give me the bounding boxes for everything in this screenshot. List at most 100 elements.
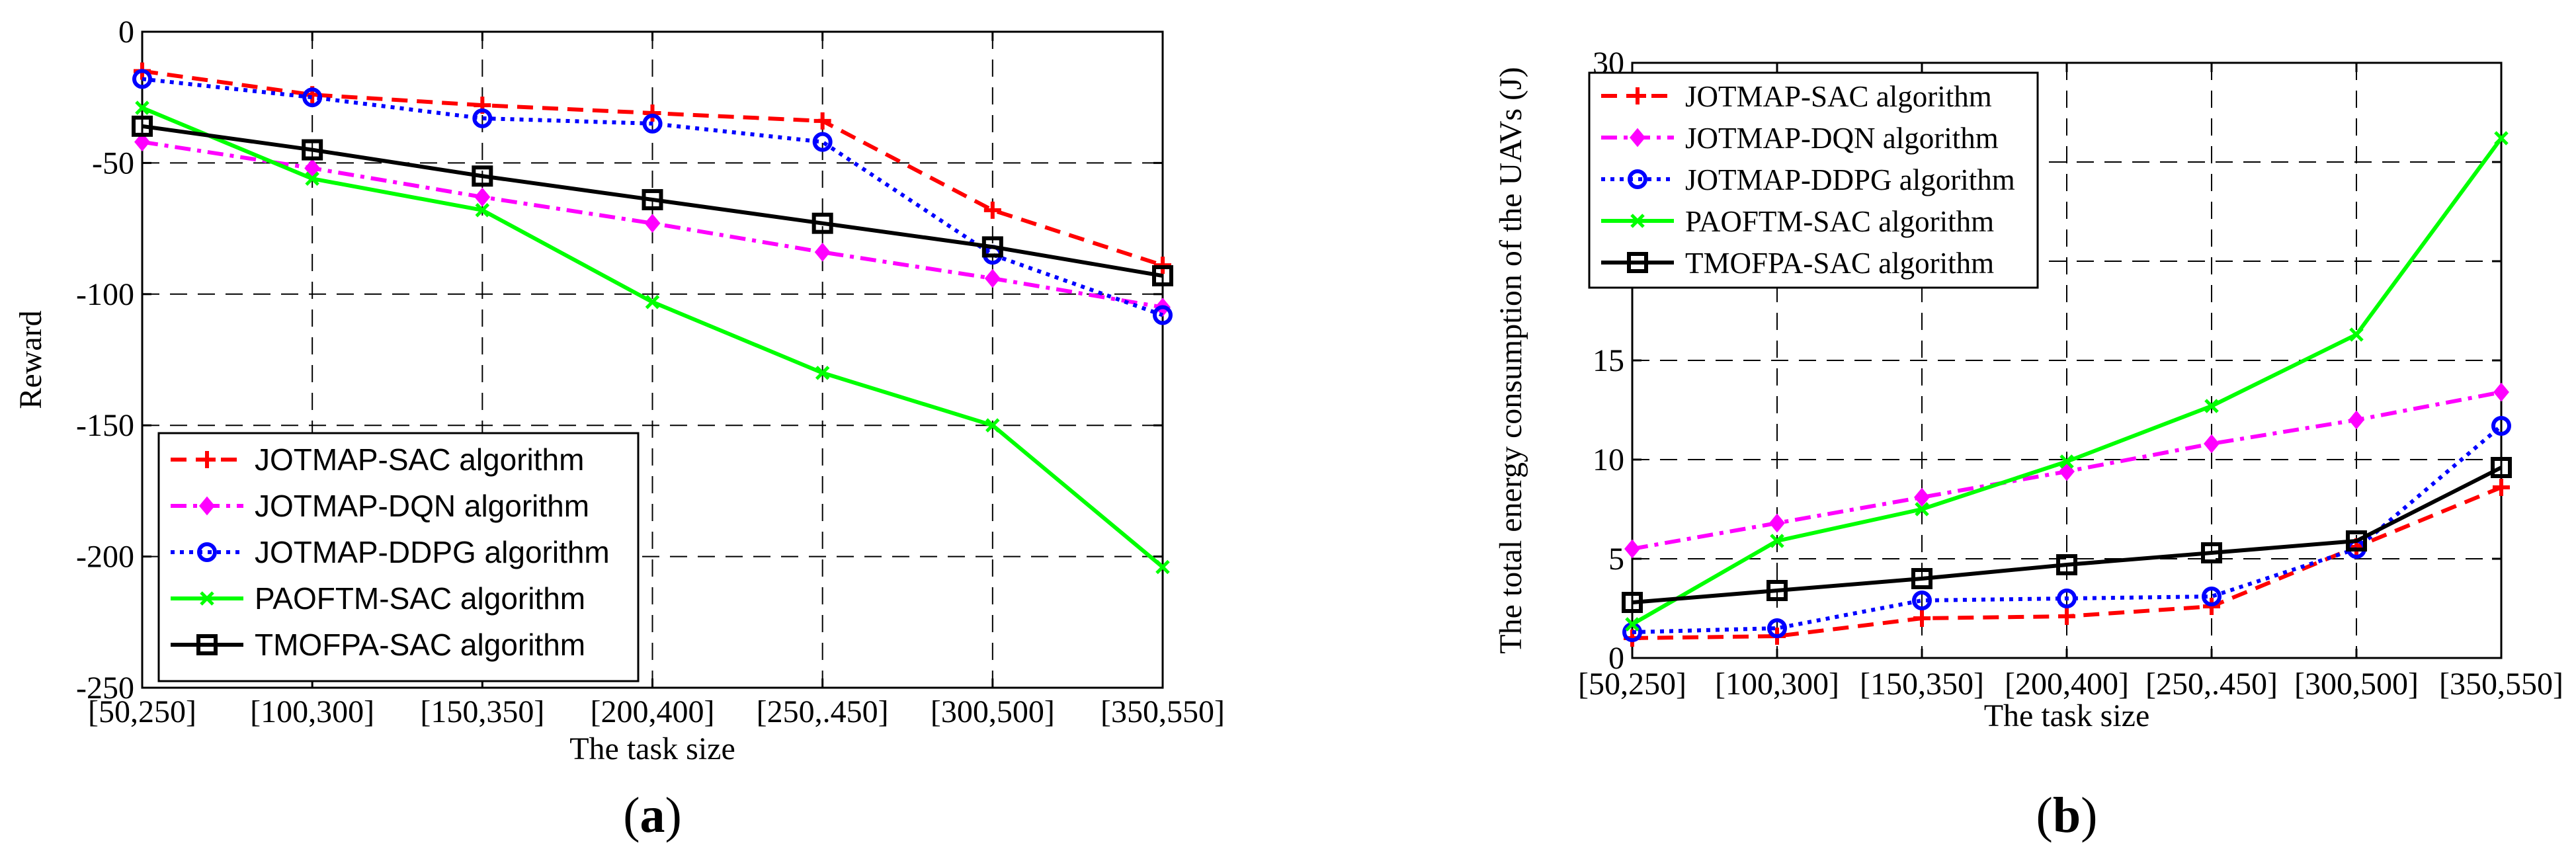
series-jotmap-dqn-algorithm	[1624, 382, 2509, 559]
series-tmofpa-sac-algorithm	[132, 115, 1173, 287]
panel-label: (b)	[2036, 788, 2098, 843]
data-point	[2493, 382, 2509, 402]
data-point	[2056, 554, 2077, 575]
legend-item: TMOFPA-SAC algorithm	[171, 628, 585, 662]
data-point	[475, 203, 490, 218]
legend-label: PAOFTM-SAC algorithm	[1685, 205, 1994, 238]
chart-panel-a: 0 -50 -100 -150 -200 -250[50,250] [100,300] [15…	[13, 15, 1225, 843]
data-point	[304, 158, 321, 178]
data-point	[2201, 542, 2222, 563]
x-tick-label: [50,250]	[88, 694, 196, 729]
legend-item: JOTMAP-SAC algorithm	[1601, 80, 1992, 113]
legend-label: JOTMAP-SAC algorithm	[1685, 80, 1992, 113]
panel-label-letter: b	[2053, 788, 2081, 843]
panel-label-open: (	[623, 788, 640, 843]
chart-panel-b: 051015202530[50,250][100,300][150,350][2…	[1493, 46, 2563, 843]
data-point	[1766, 580, 1788, 601]
data-point	[2493, 479, 2510, 496]
x-tick-label: [200,400]	[2005, 667, 2129, 702]
y-tick-label: 5	[1608, 542, 1624, 577]
legend-box	[1588, 71, 2039, 289]
series-paoftm-sac-algorithm	[135, 101, 1170, 575]
data-point	[1622, 592, 1643, 613]
data-point	[1152, 265, 1173, 287]
data-point	[2059, 462, 2075, 481]
x-tick-label: [200,400]	[591, 694, 715, 729]
legend: JOTMAP-SAC algorithm JOTMAP-DQN algorithm…	[1588, 71, 2039, 289]
legend-marker	[197, 542, 217, 562]
data-point	[2491, 416, 2511, 436]
x-tick-label: [300,500]	[2294, 667, 2419, 702]
legend-label: JOTMAP-SAC algorithm	[255, 442, 584, 477]
data-point	[2348, 410, 2364, 430]
data-point	[644, 104, 661, 122]
legend-label: JOTMAP-DDPG algorithm	[255, 535, 610, 569]
y-tick-label: 0	[118, 15, 134, 50]
x-axis-title: The task size	[569, 731, 735, 766]
series-jotmap-ddpg-algorithm	[132, 69, 1173, 325]
legend-item: TMOFPA-SAC algorithm	[1601, 247, 1994, 280]
data-point	[132, 69, 152, 89]
y-tick-label: -50	[92, 145, 134, 181]
data-point	[812, 132, 833, 152]
data-point	[472, 165, 493, 187]
legend-marker	[196, 634, 218, 655]
data-point	[1624, 539, 1640, 559]
data-point	[2491, 457, 2512, 478]
x-tick-label: [350,550]	[1101, 694, 1225, 729]
legend-marker	[1630, 128, 1645, 147]
data-point	[645, 294, 660, 309]
data-point	[135, 101, 149, 115]
y-axis-title: The total energy consumption of the UAVs…	[1493, 67, 1528, 653]
legend-label: TMOFPA-SAC algorithm	[1685, 247, 1994, 280]
panel-label-open: (	[2036, 788, 2053, 843]
legend-item: PAOFTM-SAC algorithm	[171, 581, 585, 616]
data-point	[472, 108, 493, 128]
legend-item: JOTMAP-SAC algorithm	[171, 442, 584, 477]
x-tick-label: [300,500]	[931, 694, 1055, 729]
legend-marker	[1628, 169, 1647, 189]
data-point	[1915, 502, 1929, 516]
data-point	[642, 188, 663, 210]
legend-item: JOTMAP-DDPG algorithm	[171, 535, 610, 569]
legend-box	[157, 432, 640, 682]
legend-item: PAOFTM-SAC algorithm	[1601, 205, 1994, 238]
y-tick-label: 15	[1593, 343, 1624, 378]
data-point	[1911, 568, 1932, 589]
legend-marker	[198, 451, 216, 468]
data-point	[2204, 434, 2220, 454]
y-tick-label: 0	[1608, 641, 1624, 676]
data-point	[302, 87, 323, 108]
y-tick-label: 10	[1593, 442, 1624, 477]
legend-marker	[1627, 252, 1648, 273]
data-point	[1767, 618, 1787, 638]
data-point	[2057, 589, 2077, 608]
x-tick-label: [100,300]	[250, 694, 374, 729]
series-line	[142, 77, 1164, 317]
x-tick-label: [250,.450]	[2145, 667, 2278, 702]
series-line	[142, 124, 1163, 278]
series-line	[1632, 466, 2503, 604]
x-tick-label: [50,250]	[1578, 667, 1686, 702]
y-tick-label: -250	[76, 671, 134, 706]
data-point	[642, 113, 663, 134]
y-tick-label: -150	[76, 408, 134, 443]
legend-marker	[200, 591, 214, 606]
legend-marker	[199, 496, 215, 516]
x-tick-label: [150,350]	[1860, 667, 1984, 702]
data-point	[814, 242, 831, 262]
data-point	[1770, 534, 1784, 548]
data-point	[981, 236, 1003, 258]
legend-label: JOTMAP-DQN algorithm	[1685, 122, 1999, 155]
x-axis-title: The task size	[1984, 698, 2150, 733]
data-point	[815, 366, 830, 380]
series-jotmap-dqn-algorithm	[134, 132, 1171, 317]
panel-label-close: )	[665, 788, 682, 843]
legend-marker	[1629, 87, 1646, 104]
data-point	[644, 214, 661, 233]
series-tmofpa-sac-algorithm	[1622, 457, 2512, 613]
data-point	[474, 187, 491, 207]
x-tick-label: [350,550]	[2439, 667, 2563, 702]
data-point	[2058, 608, 2075, 625]
